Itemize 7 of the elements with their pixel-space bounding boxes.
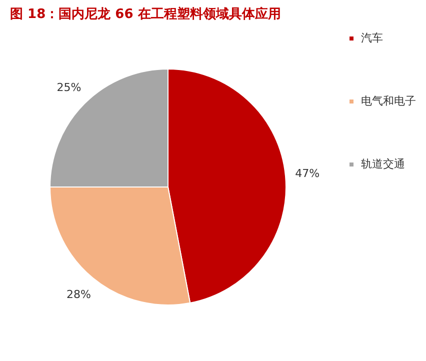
legend-label: 电气和电子 [361, 94, 416, 108]
legend-label: 汽车 [361, 32, 383, 44]
data-label: 47% [295, 166, 320, 180]
data-label: 25% [56, 81, 82, 94]
data-label: 28% [66, 288, 91, 301]
legend-label: 轨道交通 [361, 158, 405, 170]
chart-title: 图 18：国内尼龙 66 在工程塑料领域具体应用 [10, 6, 281, 22]
